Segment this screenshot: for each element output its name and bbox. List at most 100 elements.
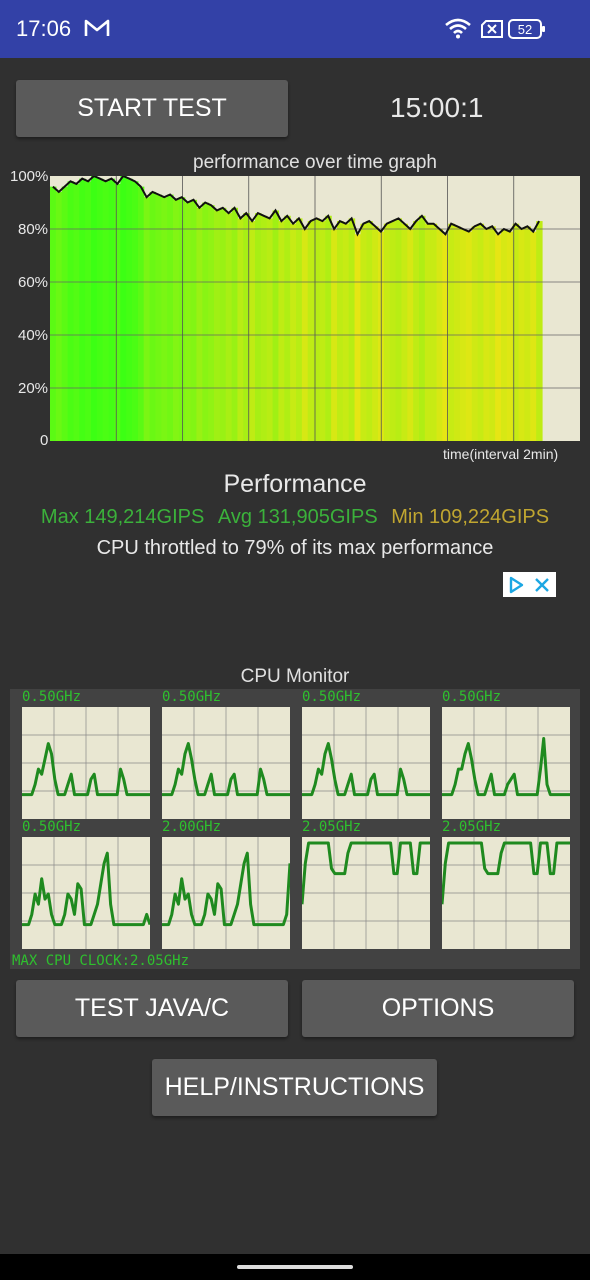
core-frequency-label: 2.00GHz — [162, 819, 222, 835]
performance-bar — [454, 226, 461, 441]
performance-bar — [495, 234, 502, 441]
performance-bar — [325, 215, 332, 441]
y-tick-label: 60% — [18, 274, 49, 291]
test-timer: 15:00:1 — [390, 92, 484, 123]
performance-bar — [366, 221, 373, 441]
graph-title: performance over time graph — [193, 152, 437, 173]
performance-bar — [55, 191, 63, 441]
performance-plot — [50, 176, 580, 441]
performance-bar — [184, 202, 192, 441]
performance-bar — [137, 186, 145, 441]
performance-bar — [401, 223, 408, 441]
performance-bar — [132, 181, 139, 441]
performance-bar — [108, 178, 116, 441]
performance-bar — [126, 178, 133, 441]
core-graph — [302, 837, 430, 949]
performance-bar — [489, 226, 496, 441]
performance-bar — [266, 218, 274, 441]
performance-bar — [448, 223, 455, 441]
performance-title: Performance — [223, 470, 367, 498]
help-instructions-button[interactable]: HELP/INSTRUCTIONS — [152, 1059, 437, 1116]
perf-max: Max 149,214GIPS — [40, 506, 205, 528]
performance-bar — [383, 223, 391, 441]
perf-avg: Avg 131,905GIPS — [217, 506, 378, 528]
y-tick-label: 20% — [18, 380, 49, 397]
performance-bar — [342, 223, 350, 441]
wifi-icon — [444, 17, 472, 44]
x-axis-note: time(interval 2min) — [443, 446, 559, 462]
performance-bar — [161, 197, 168, 441]
performance-bar — [79, 178, 86, 441]
performance-bar — [465, 231, 473, 441]
test-java-c-button[interactable]: TEST JAVA/C — [16, 980, 288, 1037]
performance-bar — [202, 202, 209, 441]
performance-bar — [354, 234, 362, 441]
performance-bar — [91, 176, 98, 441]
core-frequency-label: 2.05GHz — [302, 819, 362, 835]
performance-bar — [73, 183, 80, 441]
performance-bar — [173, 199, 180, 441]
core-usage-line — [302, 742, 430, 797]
performance-bar — [348, 218, 356, 441]
performance-bar — [524, 226, 531, 441]
performance-bar — [319, 221, 326, 441]
core-graph — [442, 837, 570, 949]
performance-bar — [96, 178, 104, 441]
perf-min: Min 109,224GIPS — [391, 506, 550, 528]
performance-stats: Max 149,214GIPS Avg 131,905GIPS Min 109,… — [0, 506, 590, 529]
performance-bar — [61, 186, 69, 441]
performance-bar — [178, 197, 186, 441]
performance-bar — [424, 223, 432, 441]
performance-line — [52, 176, 540, 237]
no-sim-icon — [480, 20, 504, 43]
throttle-text: CPU throttled to 79% of its max performa… — [96, 537, 494, 559]
performance-bar — [50, 186, 57, 441]
performance-bar — [284, 215, 291, 441]
performance-bar — [208, 205, 215, 441]
core-usage-line — [22, 851, 150, 927]
performance-bar — [260, 215, 268, 441]
performance-bar — [278, 221, 285, 441]
performance-bar — [196, 207, 203, 441]
core-graph — [162, 707, 290, 819]
performance-bar — [214, 210, 221, 441]
close-icon[interactable] — [529, 572, 555, 597]
performance-bar — [512, 223, 520, 441]
core-frequency-label: 0.50GHz — [22, 689, 82, 705]
performance-bar — [430, 223, 438, 441]
core-usage-line — [162, 851, 290, 927]
core-frequency-label: 0.50GHz — [302, 689, 362, 705]
performance-bar — [442, 234, 449, 441]
options-button[interactable]: OPTIONS — [302, 980, 574, 1037]
core-graph — [22, 837, 150, 949]
performance-bar — [337, 221, 344, 441]
performance-bar — [237, 218, 244, 441]
performance-bar — [102, 181, 110, 441]
performance-bar — [243, 213, 250, 441]
status-time: 17:06 — [16, 16, 72, 41]
performance-bar — [272, 210, 280, 441]
performance-bar — [290, 223, 297, 441]
performance-bar — [219, 207, 227, 441]
performance-bar — [471, 226, 479, 441]
navigation-bar — [0, 1254, 590, 1280]
performance-bar — [149, 191, 157, 441]
core-frequency-label: 0.50GHz — [442, 689, 502, 705]
status-bar: 17:06 52 — [0, 0, 590, 58]
adchoices-icon[interactable] — [503, 572, 529, 597]
performance-bar — [536, 221, 543, 441]
performance-bar — [114, 183, 121, 441]
home-gesture-pill[interactable] — [237, 1265, 353, 1269]
core-usage-line — [442, 841, 570, 905]
performance-bar — [530, 231, 537, 441]
ad-badge — [503, 572, 556, 597]
performance-bar — [143, 197, 151, 441]
max-cpu-clock: MAX CPU CLOCK:2.05GHz — [12, 953, 190, 969]
performance-bar — [167, 194, 174, 441]
performance-bar — [296, 218, 303, 441]
performance-bar — [255, 213, 262, 441]
start-test-button[interactable]: START TEST — [16, 80, 288, 137]
core-graph — [22, 707, 150, 819]
y-tick-label: 100% — [10, 168, 49, 185]
performance-bar — [506, 231, 514, 441]
